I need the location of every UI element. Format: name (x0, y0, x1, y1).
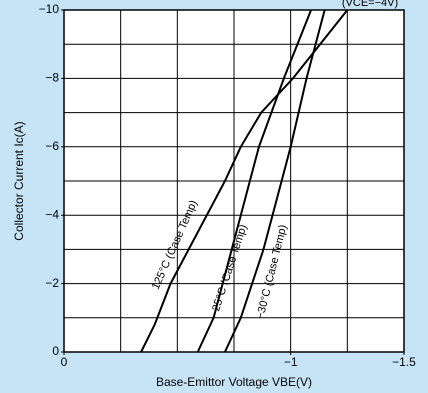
y-tick-label: −10 (39, 2, 60, 16)
y-axis-label: Collector Current Ic(A) (12, 121, 26, 240)
x-tick-label: −1.5 (392, 355, 416, 369)
y-tick-label: −2 (45, 276, 59, 290)
x-axis-label: Base-Emittor Voltage VBE(V) (156, 375, 312, 389)
y-tick-label: −8 (45, 71, 59, 85)
series-line (196, 9, 312, 353)
series-line (140, 9, 349, 353)
series-line (224, 9, 326, 353)
y-tick-label: −6 (45, 139, 59, 153)
x-tick-label: 0 (61, 355, 68, 369)
annotation: (VCE=−4V) (342, 0, 398, 9)
y-tick-label: −4 (45, 207, 59, 221)
y-tick-label: 0 (52, 344, 59, 358)
plot-border (63, 9, 405, 353)
x-tick-label: −1 (284, 355, 298, 369)
